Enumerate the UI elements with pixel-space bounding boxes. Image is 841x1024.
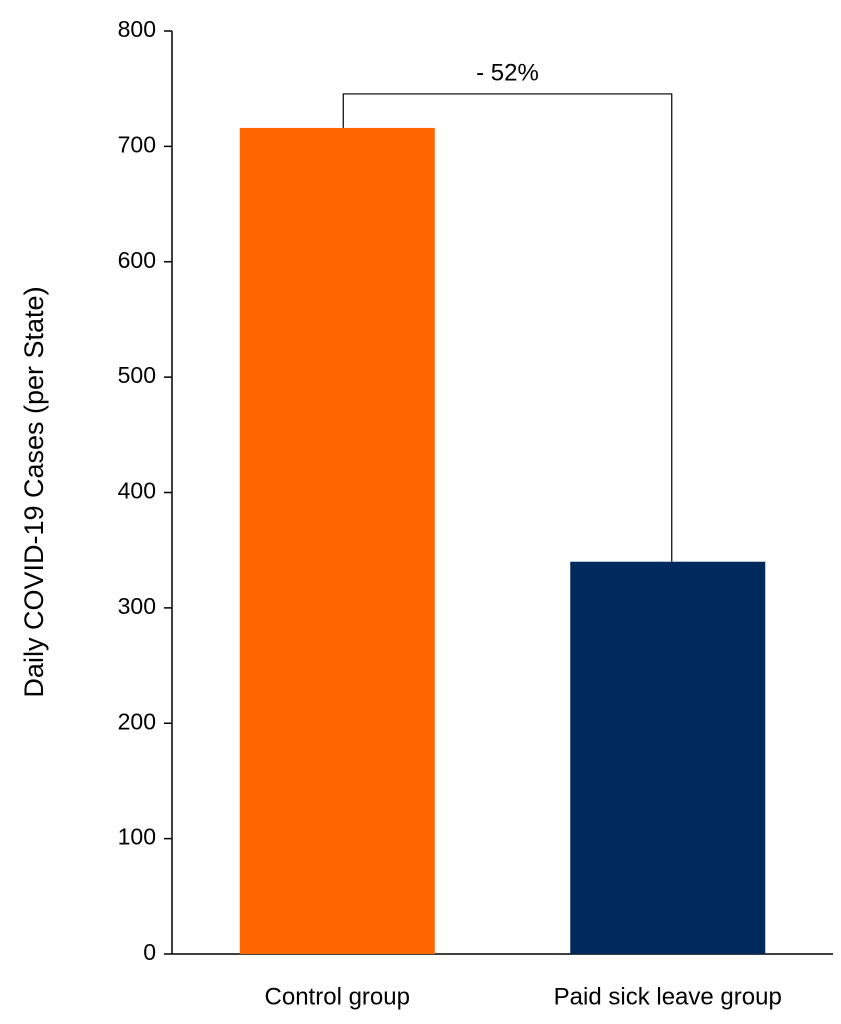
y-tick-label: 100 xyxy=(118,824,156,850)
bar xyxy=(570,561,766,954)
y-tick-label: 600 xyxy=(118,247,156,273)
annotation: - 52% xyxy=(476,59,539,86)
x-tick-label: Control group xyxy=(265,983,410,1010)
y-tick-label: 700 xyxy=(118,131,156,157)
y-axis-label: Daily COVID-19 Cases (per State) xyxy=(19,286,49,697)
bar xyxy=(239,127,435,955)
y-tick-label: 500 xyxy=(118,362,156,388)
x-tick-label: Paid sick leave group xyxy=(554,983,782,1010)
y-tick-label: 300 xyxy=(118,593,156,619)
y-tick-label: 800 xyxy=(118,16,156,42)
y-tick-label: 0 xyxy=(143,939,156,965)
annotation-bracket xyxy=(342,93,673,562)
y-tick-label: 400 xyxy=(118,478,156,504)
y-tick-label: 200 xyxy=(118,708,156,734)
